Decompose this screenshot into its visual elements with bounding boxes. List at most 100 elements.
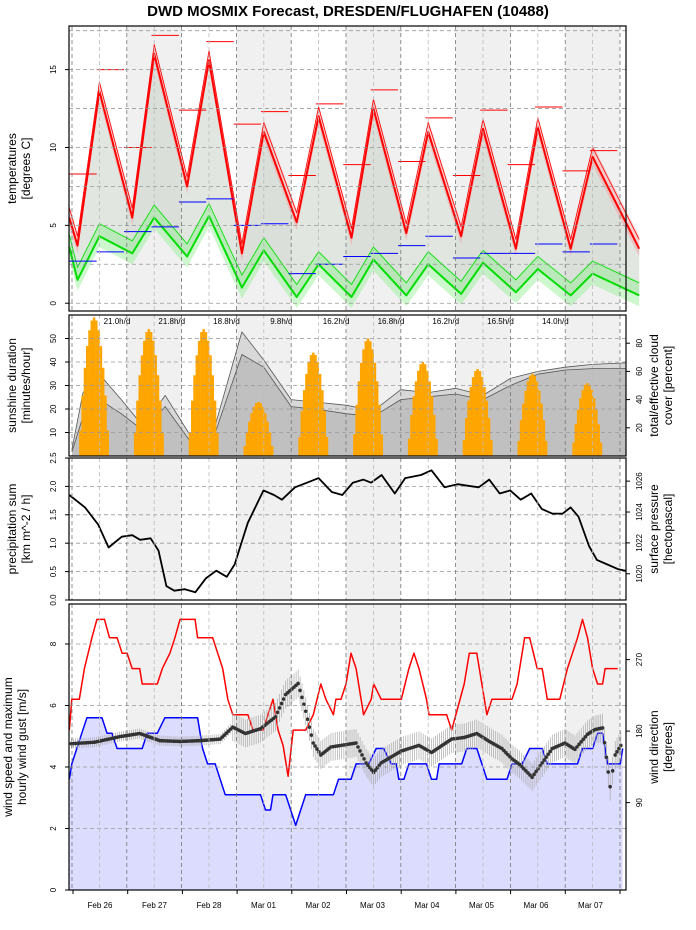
sunshine-bar	[524, 390, 527, 456]
wind-direction-point	[540, 761, 545, 765]
daily-sunshine-label: 16.8h/d	[378, 317, 405, 326]
wind-direction-point	[307, 725, 312, 729]
wind-direction-point	[305, 717, 310, 721]
temperature-line	[68, 53, 641, 255]
wind-direction-point	[313, 744, 317, 748]
wind-direction-point	[277, 706, 282, 710]
sunshine-bar	[143, 340, 146, 456]
wind-direction-point	[602, 740, 607, 745]
sunshine-bar	[462, 439, 466, 456]
sunshine-bar	[483, 387, 486, 456]
sunshine-bar	[211, 375, 215, 456]
y-tick-label: 1.0	[49, 537, 58, 549]
sunshine-bar	[213, 400, 217, 456]
sunshine-bar	[325, 436, 329, 456]
sunshine-bar	[261, 406, 265, 456]
sunshine-bar	[191, 400, 194, 456]
y-tick-label: 30	[49, 381, 58, 390]
sunshine-bar	[526, 381, 530, 456]
wind-direction-point	[613, 753, 617, 757]
x-tick-label: Mar 03	[360, 901, 385, 910]
y-tick-label: 15	[49, 65, 58, 74]
wind-direction-point	[300, 695, 304, 700]
sunshine-bar	[592, 398, 596, 456]
y2-axis-label: [degrees]	[661, 722, 675, 772]
sunshine-bar	[357, 381, 361, 456]
wind-direction-point	[608, 784, 612, 789]
sunshine-bar	[410, 414, 413, 456]
y2-tick-label: 1024	[635, 503, 644, 521]
sunshine-bar	[216, 432, 219, 456]
y-axis-label: precipitation sum	[5, 484, 19, 575]
sunshine-bar	[576, 409, 580, 456]
daily-sunshine-label: 21.0h/d	[104, 317, 131, 326]
wind-direction-point	[544, 755, 549, 759]
sunshine-bar	[154, 355, 157, 456]
sunshine-bar	[572, 442, 575, 456]
sunshine-bar	[268, 432, 272, 456]
sunshine-bar	[375, 381, 379, 456]
y2-tick-label: 180	[635, 724, 644, 738]
sunshine-bar	[430, 396, 434, 456]
sunshine-bar	[599, 442, 603, 456]
wind-direction-point	[281, 697, 286, 701]
y-tick-label: 0.0	[49, 594, 58, 606]
y-tick-label: 50	[49, 334, 58, 343]
daily-sunshine-label: 18.8h/d	[213, 317, 240, 326]
y-tick-label: 4	[49, 764, 58, 769]
wind-direction-point	[577, 742, 581, 747]
wind-direction-point	[532, 772, 536, 777]
wind-direction-point	[296, 681, 300, 686]
sunshine-bar	[476, 369, 479, 456]
sunshine-bar	[597, 424, 600, 456]
sunshine-bar	[193, 375, 196, 456]
y-tick-label: 6	[49, 703, 58, 708]
sunshine-bar	[353, 434, 356, 456]
wind-direction-point	[275, 710, 280, 715]
sunshine-bar	[209, 355, 212, 456]
sunshine-bar	[161, 432, 164, 456]
panel-frame	[68, 25, 627, 312]
sunshine-bar	[136, 400, 139, 456]
sunshine-bar	[528, 375, 532, 456]
sunshine-bar	[248, 421, 251, 456]
sunshine-bar	[101, 367, 105, 456]
y-tick-label: 10	[49, 142, 58, 151]
sunshine-bar	[574, 424, 578, 456]
sunshine-bar	[419, 364, 422, 456]
wind-direction-point	[548, 749, 553, 754]
daily-sunshine-label: 16.2h/d	[323, 317, 350, 326]
sunshine-bar	[467, 400, 470, 456]
x-tick-label: Feb 26	[88, 901, 113, 910]
y2-tick-label: 20	[635, 423, 644, 432]
sunshine-bar	[259, 403, 262, 456]
chart-title: DWD MOSMIX Forecast, DRESDEN/FLUGHAFEN (…	[147, 3, 549, 20]
sunshine-bar	[485, 400, 489, 456]
sunshine-bar	[366, 338, 370, 456]
sunshine-bar	[369, 341, 372, 456]
y2-tick-label: 1020	[635, 564, 644, 582]
y-tick-label: 1.5	[49, 509, 58, 521]
sunshine-bar	[535, 381, 539, 456]
wind-direction-point	[579, 740, 584, 744]
sunshine-bar	[245, 432, 249, 456]
wind-direction-point	[575, 745, 579, 749]
sunshine-bar	[373, 362, 377, 456]
y-tick-label: 2	[49, 826, 58, 831]
sunshine-bar	[417, 370, 420, 456]
wind-direction-point	[354, 741, 358, 745]
y-tick-label: 2.5	[49, 452, 58, 464]
wind-direction-point	[583, 735, 588, 739]
sunshine-bar	[106, 430, 110, 456]
sunshine-bar	[412, 396, 415, 456]
sunshine-bar	[583, 384, 587, 456]
sunshine-bar	[355, 404, 358, 456]
sunshine-bar	[257, 401, 260, 456]
y-tick-label: 10	[49, 428, 58, 437]
sunshine-bar	[200, 332, 203, 456]
sunshine-bar	[95, 320, 98, 456]
sunshine-bar	[302, 390, 306, 456]
sunshine-bar	[97, 330, 100, 456]
sunshine-bar	[159, 400, 162, 456]
